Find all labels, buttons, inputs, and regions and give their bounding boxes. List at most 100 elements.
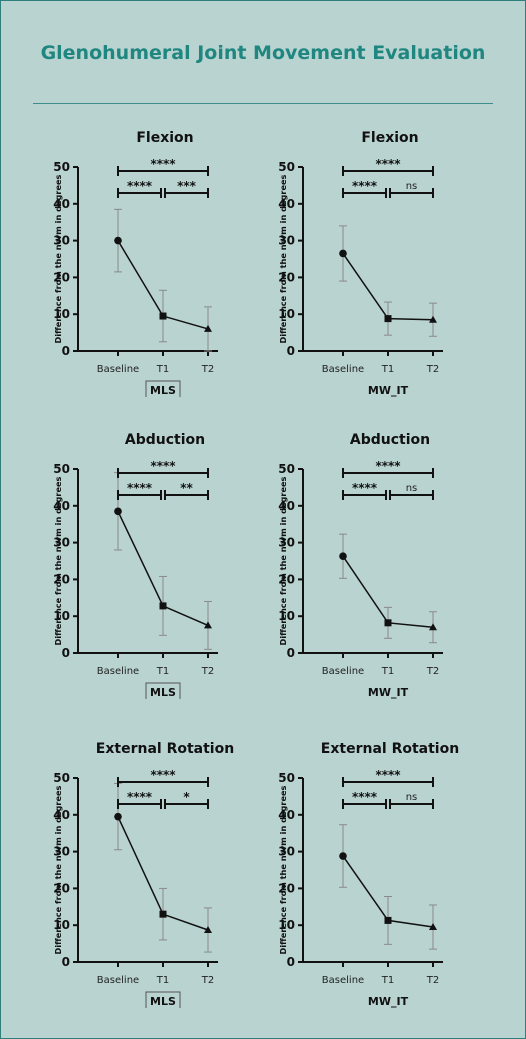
significance-label: *** — [177, 179, 197, 193]
x-tick-label: T1 — [381, 975, 394, 986]
data-point-circle — [339, 852, 347, 860]
significance-label: **** — [150, 157, 176, 171]
data-point-circle — [114, 507, 122, 516]
y-tick-label: 30 — [53, 536, 70, 550]
y-axis-label: Difference from the norm in degrees — [278, 785, 288, 954]
x-tick-label: T1 — [381, 364, 394, 375]
y-tick-label: 20 — [278, 572, 295, 586]
y-tick-label: 0 — [62, 646, 70, 660]
y-tick-label: 10 — [53, 918, 70, 932]
y-tick-label: 30 — [278, 536, 295, 550]
y-tick-label: 10 — [278, 609, 295, 623]
x-tick-label: Baseline — [322, 364, 364, 375]
y-tick-label: 50 — [53, 771, 70, 785]
data-point-square — [384, 619, 392, 627]
y-tick-label: 30 — [53, 845, 70, 859]
group-label-box — [145, 682, 181, 699]
significance-label: **** — [375, 459, 401, 473]
y-tick-label: 50 — [278, 771, 295, 785]
y-tick-label: 40 — [278, 499, 295, 513]
group-label: MW_IT — [368, 384, 409, 397]
x-tick-label: Baseline — [322, 975, 364, 986]
significance-label: * — [183, 790, 190, 804]
y-tick-label: 20 — [278, 881, 295, 895]
y-tick-label: 20 — [53, 572, 70, 586]
data-point-triangle — [204, 621, 212, 629]
y-tick-label: 10 — [278, 918, 295, 932]
significance-label: **** — [127, 481, 153, 495]
y-axis-label: Difference from the norm in degrees — [53, 785, 63, 954]
significance-label: **** — [352, 179, 378, 193]
group-label: MW_IT — [368, 686, 409, 699]
y-tick-label: 10 — [53, 307, 70, 321]
data-point-triangle — [204, 925, 212, 933]
chart-title: Flexion — [361, 130, 418, 146]
data-point-triangle — [429, 623, 437, 631]
x-tick-label: Baseline — [97, 666, 139, 677]
group-label: MLS — [150, 384, 176, 397]
chart-title: Flexion — [136, 130, 193, 146]
significance-label: ns — [406, 792, 418, 803]
y-tick-label: 50 — [278, 160, 295, 174]
data-point-triangle — [429, 923, 437, 931]
chart-title: External Rotation — [321, 741, 459, 757]
x-tick-label: T1 — [156, 666, 169, 677]
y-tick-label: 30 — [278, 234, 295, 248]
x-tick-label: T2 — [201, 666, 214, 677]
group-label-box — [145, 380, 181, 397]
chart-panel-flexion-mls: Flexion 0 10 20 30 40 50 Difference from the no… — [40, 122, 290, 397]
data-point-square — [159, 910, 167, 918]
x-tick-label: T2 — [201, 975, 214, 986]
x-tick-label: T2 — [426, 364, 439, 375]
data-point-circle — [114, 236, 122, 245]
x-tick-label: T1 — [381, 666, 394, 677]
chart-panel-external-rotation-mls: External Rotation 0 10 20 30 40 50 Difference f… — [40, 733, 290, 1008]
y-axis-label: Difference from the norm in degrees — [53, 476, 63, 645]
x-tick-label: Baseline — [97, 364, 139, 375]
y-axis-label: Difference from the norm in degrees — [278, 476, 288, 645]
data-point-square — [384, 315, 392, 323]
y-tick-label: 30 — [53, 234, 70, 248]
y-tick-label: 0 — [287, 646, 295, 660]
y-tick-label: 40 — [53, 499, 70, 513]
significance-label: ** — [180, 481, 193, 495]
page-title: Glenohumeral Joint Movement Evaluation — [40, 42, 486, 64]
y-tick-label: 50 — [53, 462, 70, 476]
significance-label: **** — [127, 179, 153, 193]
y-tick-label: 20 — [53, 270, 70, 284]
y-tick-label: 10 — [53, 609, 70, 623]
group-label: MW_IT — [368, 995, 409, 1008]
significance-label: **** — [127, 790, 153, 804]
significance-label: **** — [352, 790, 378, 804]
significance-label: **** — [150, 459, 176, 473]
data-point-square — [159, 312, 167, 320]
chart-panel-abduction-mls: Abduction 0 10 20 30 40 50 Difference from the … — [40, 424, 290, 699]
data-point-circle — [339, 249, 347, 258]
group-label: MLS — [150, 995, 176, 1008]
y-tick-label: 20 — [278, 270, 295, 284]
y-tick-label: 0 — [287, 955, 295, 969]
y-tick-label: 0 — [62, 955, 70, 969]
significance-label: **** — [375, 768, 401, 782]
significance-label: ns — [406, 181, 418, 192]
y-tick-label: 20 — [53, 881, 70, 895]
y-tick-label: 40 — [278, 197, 295, 211]
y-tick-label: 50 — [278, 462, 295, 476]
chart-panel-flexion-mwit: Flexion 0 10 20 30 40 50 Difference from the no… — [265, 122, 515, 397]
significance-label: **** — [150, 768, 176, 782]
group-label: MLS — [150, 686, 176, 699]
y-tick-label: 10 — [278, 307, 295, 321]
y-tick-label: 40 — [53, 808, 70, 822]
y-tick-label: 40 — [53, 197, 70, 211]
x-tick-label: Baseline — [97, 975, 139, 986]
y-tick-label: 0 — [62, 344, 70, 358]
data-point-triangle — [429, 315, 437, 323]
x-tick-label: T2 — [426, 666, 439, 677]
chart-title: Abduction — [125, 432, 205, 448]
y-axis-label: Difference from the norm in degrees — [278, 174, 288, 343]
y-axis-label: Difference from the norm in degrees — [53, 174, 63, 343]
